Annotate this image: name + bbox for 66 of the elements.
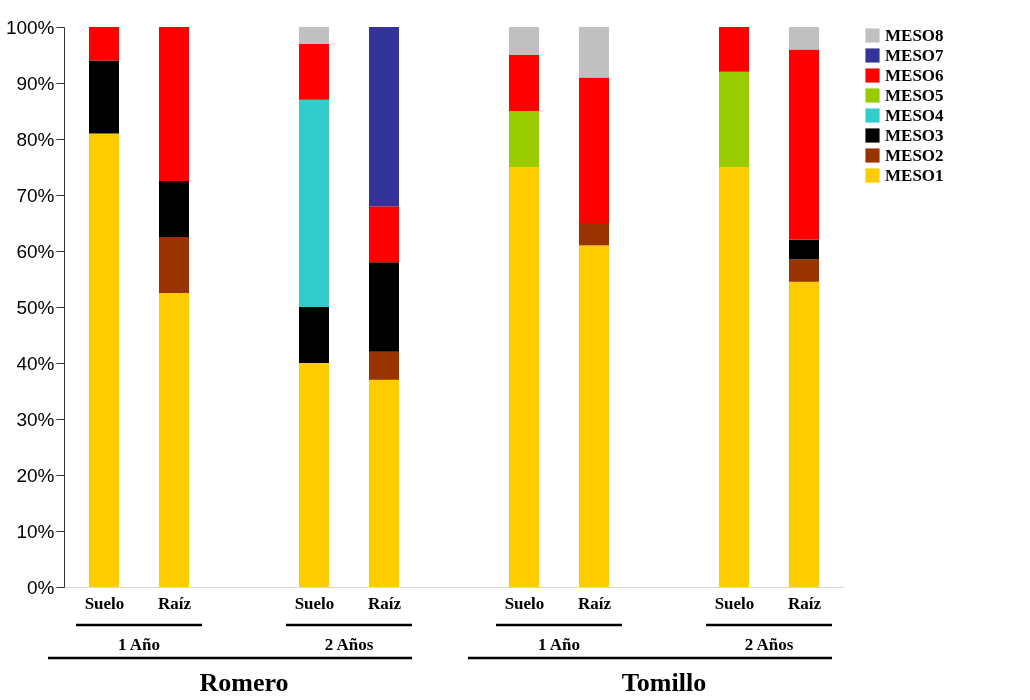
bar [299, 363, 329, 587]
bar [299, 43, 329, 100]
bar [719, 167, 749, 587]
y-tick-label: 30% [16, 408, 55, 430]
bar [509, 55, 539, 111]
x-tick-label: Suelo [714, 593, 755, 613]
y-tick-label: 40% [16, 352, 55, 374]
y-tick-label: 90% [16, 72, 55, 94]
bar [789, 259, 819, 282]
legend-label: MESO6 [885, 65, 944, 85]
text: Romero [199, 668, 289, 697]
legend-label: MESO3 [885, 125, 944, 145]
x-tick-label: Raíz [787, 593, 822, 613]
bar [89, 60, 119, 134]
legend-label: MESO4 [885, 105, 945, 125]
bar [579, 27, 609, 78]
bar [159, 181, 189, 237]
bar [579, 245, 609, 587]
bar [579, 77, 609, 223]
y-tick-label: 10% [16, 520, 55, 542]
text: 2 Años [744, 635, 794, 654]
y-tick-label: 100% [5, 16, 55, 38]
bar [509, 167, 539, 587]
y-tick-label: 70% [16, 184, 55, 206]
x-tick-label: Raíz [577, 593, 612, 613]
x-tick-label: Raíz [157, 593, 192, 613]
y-tick-label: 80% [16, 128, 55, 150]
legend-label: MESO7 [885, 45, 945, 65]
bar [89, 27, 119, 61]
x-tick-label: Raíz [367, 593, 402, 613]
legend-label: MESO2 [885, 145, 944, 165]
y-tick-label: 0% [27, 576, 55, 598]
bar [299, 307, 329, 363]
text: 1 Año [537, 635, 581, 654]
bar [579, 223, 609, 246]
bar [369, 379, 399, 587]
text: 2 Años [324, 635, 374, 654]
bar [509, 111, 539, 167]
text: 1 Año [117, 635, 161, 654]
bar [789, 27, 819, 50]
bar [789, 281, 819, 587]
bar [789, 49, 819, 240]
bar [789, 239, 819, 260]
y-tick-label: 20% [16, 464, 55, 486]
y-tick-label: 50% [16, 296, 55, 318]
legend-label: MESO1 [885, 165, 944, 185]
text: Tomillo [621, 668, 707, 697]
legend-label: MESO8 [885, 25, 944, 45]
y-tick-label: 60% [16, 240, 55, 262]
bar [159, 293, 189, 587]
bar [89, 133, 119, 587]
bar [369, 351, 399, 380]
bar [159, 27, 189, 181]
bar [369, 262, 399, 352]
bar [299, 27, 329, 44]
x-tick-label: Suelo [84, 593, 125, 613]
bar [719, 71, 749, 167]
x-tick-label: Suelo [504, 593, 545, 613]
bar [509, 27, 539, 55]
bar [299, 99, 329, 307]
legend-label: MESO5 [885, 85, 944, 105]
x-tick-label: Suelo [294, 593, 335, 613]
bar [719, 27, 749, 72]
bar [369, 206, 399, 263]
bar [369, 27, 399, 207]
bar [159, 237, 189, 293]
